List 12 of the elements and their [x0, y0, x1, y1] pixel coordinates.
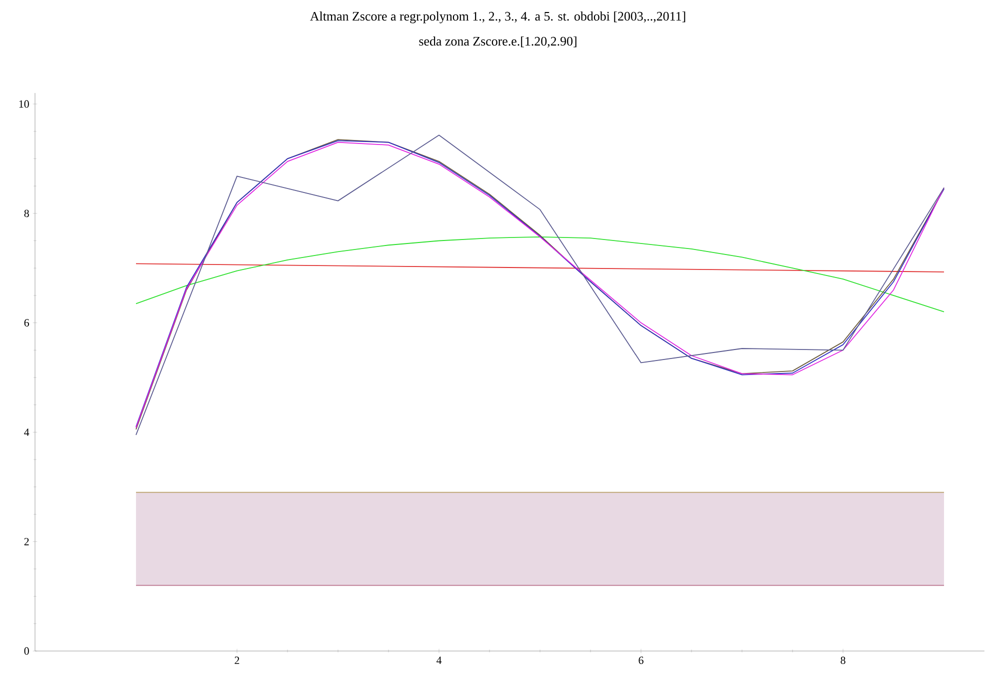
- x-tick-label: 4: [436, 656, 442, 664]
- chart-title: Altman Zscore a regr.polynom 1., 2., 3., 4. a 5. st. obdobi [2003,..,2011]: [310, 12, 686, 24]
- y-tick-label: 8: [24, 210, 29, 218]
- x-tick-label: 2: [234, 656, 240, 664]
- y-tick-label: 2: [24, 538, 29, 546]
- x-tick-label: 8: [840, 656, 846, 664]
- y-tick-label: 10: [19, 100, 29, 108]
- chart-subtitle: seda zona Zscore.e.[1.20,2.90]: [419, 36, 576, 48]
- x-tick-label: 6: [638, 656, 644, 664]
- y-tick-label: 6: [24, 319, 30, 326]
- y-tick-label: 4: [24, 428, 30, 436]
- y-tick-label: 0: [24, 647, 29, 655]
